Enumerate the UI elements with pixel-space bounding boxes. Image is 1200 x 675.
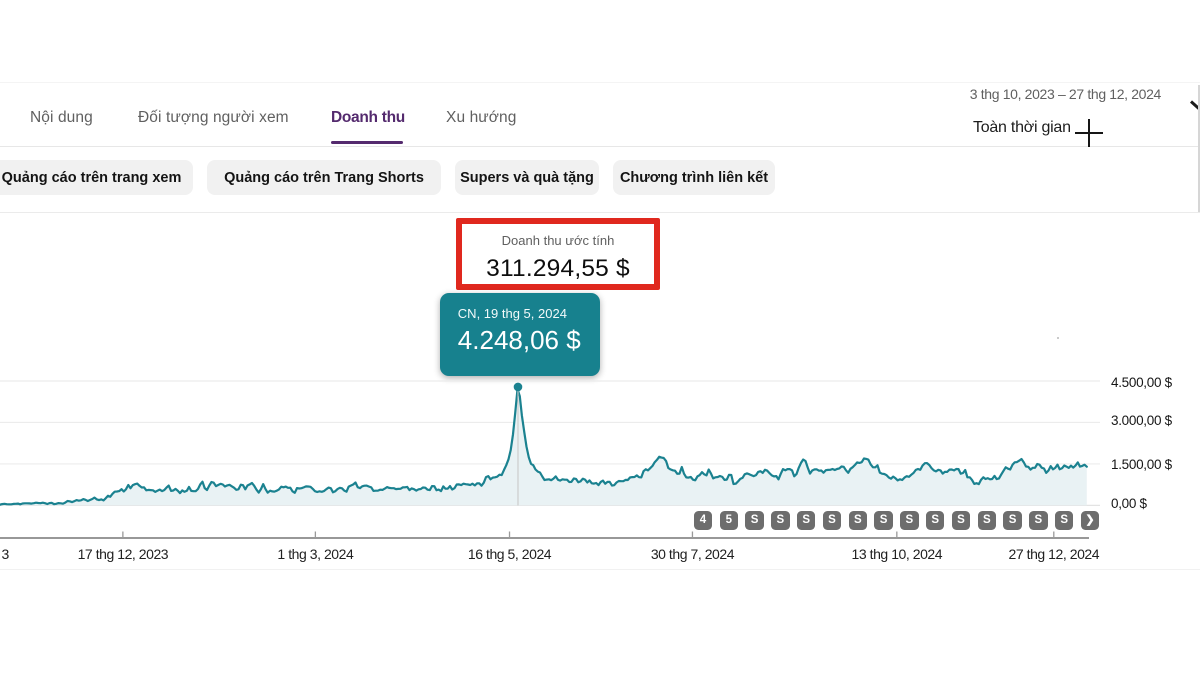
x-axis-label: 3 xyxy=(1,546,10,562)
x-axis-label: 27 thg 12, 2024 xyxy=(1008,546,1100,562)
x-axis-label: 16 thg 5, 2024 xyxy=(467,546,552,562)
active-tab-underline xyxy=(331,140,403,144)
content-marker-badge[interactable]: S xyxy=(771,511,790,530)
filters-bottom-separator xyxy=(0,212,1200,213)
dust-speck xyxy=(1056,336,1059,339)
plus-cursor-icon-vertical xyxy=(1087,119,1091,147)
x-axis-label: 30 thg 7, 2024 xyxy=(650,546,735,562)
content-marker-badge[interactable]: S xyxy=(1029,511,1048,530)
chart-tooltip: CN, 19 thg 5, 2024 4.248,06 $ xyxy=(439,293,601,377)
chart-bottom-separator xyxy=(0,568,1200,570)
chip-chuong-trinh-lien-ket[interactable]: Chương trình liên kết xyxy=(613,160,775,195)
content-marker-badge[interactable]: S xyxy=(796,511,816,530)
content-marker-badge[interactable]: S xyxy=(1054,511,1074,530)
tooltip-date: CN, 19 thg 5, 2024 xyxy=(457,306,567,322)
tab-noi-dung[interactable]: Nội dung xyxy=(30,109,93,126)
right-edge-divider xyxy=(1198,85,1200,212)
markers-next-button[interactable]: ❯ xyxy=(1080,511,1100,530)
header-top-separator xyxy=(0,82,1200,83)
date-period-selector[interactable]: Toàn thời gian xyxy=(973,119,1071,136)
content-marker-badge[interactable]: S xyxy=(745,511,764,530)
chip-quang-cao-tren-trang-shorts[interactable]: Quảng cáo trên Trang Shorts xyxy=(207,160,441,195)
content-marker-badge[interactable]: S xyxy=(925,511,945,530)
content-marker-badge[interactable]: S xyxy=(848,511,868,530)
content-marker-badge[interactable]: S xyxy=(900,511,919,530)
tab-xu-huong[interactable]: Xu hướng xyxy=(446,109,517,126)
content-marker-badge[interactable]: 5 xyxy=(719,511,739,530)
content-marker-badge[interactable]: S xyxy=(1003,511,1022,530)
tab-doi-tuong-nguoi-xem[interactable]: Đối tượng người xem xyxy=(138,109,289,126)
red-annotation-box xyxy=(455,217,660,290)
content-marker-badge[interactable]: S xyxy=(951,511,971,530)
x-axis-label: 13 thg 10, 2024 xyxy=(851,546,943,562)
y-axis-label: 3.000,00 $ xyxy=(1111,413,1172,428)
y-axis-label: 1.500,00 $ xyxy=(1111,456,1172,472)
chip-quang-cao-tren-trang-xem[interactable]: Quảng cáo trên trang xem xyxy=(0,160,193,195)
content-marker-badge[interactable]: S xyxy=(822,511,842,530)
tooltip-value: 4.248,06 $ xyxy=(457,325,581,356)
content-marker-badge[interactable]: S xyxy=(874,511,893,530)
date-range-label: 3 thg 10, 2023 – 27 thg 12, 2024 xyxy=(969,86,1162,102)
tab-doanh-thu[interactable]: Doanh thu xyxy=(331,109,405,126)
chip-supers-va-qua-tang[interactable]: Supers và quà tặng xyxy=(455,160,599,195)
tabbar-bottom-border xyxy=(0,146,1200,147)
content-marker-badge[interactable]: 4 xyxy=(693,511,713,530)
metric-value: 311.294,55 $ xyxy=(486,255,630,282)
y-axis-label: 4.500,00 $ xyxy=(1111,375,1172,390)
x-axis-label: 1 thg 3, 2024 xyxy=(277,546,354,562)
y-axis-label: 0,00 $ xyxy=(1111,495,1147,511)
content-marker-badge[interactable]: S xyxy=(977,511,997,530)
metric-title: Doanh thu ước tính xyxy=(501,233,615,248)
x-axis-label: 17 thg 12, 2023 xyxy=(77,546,169,562)
